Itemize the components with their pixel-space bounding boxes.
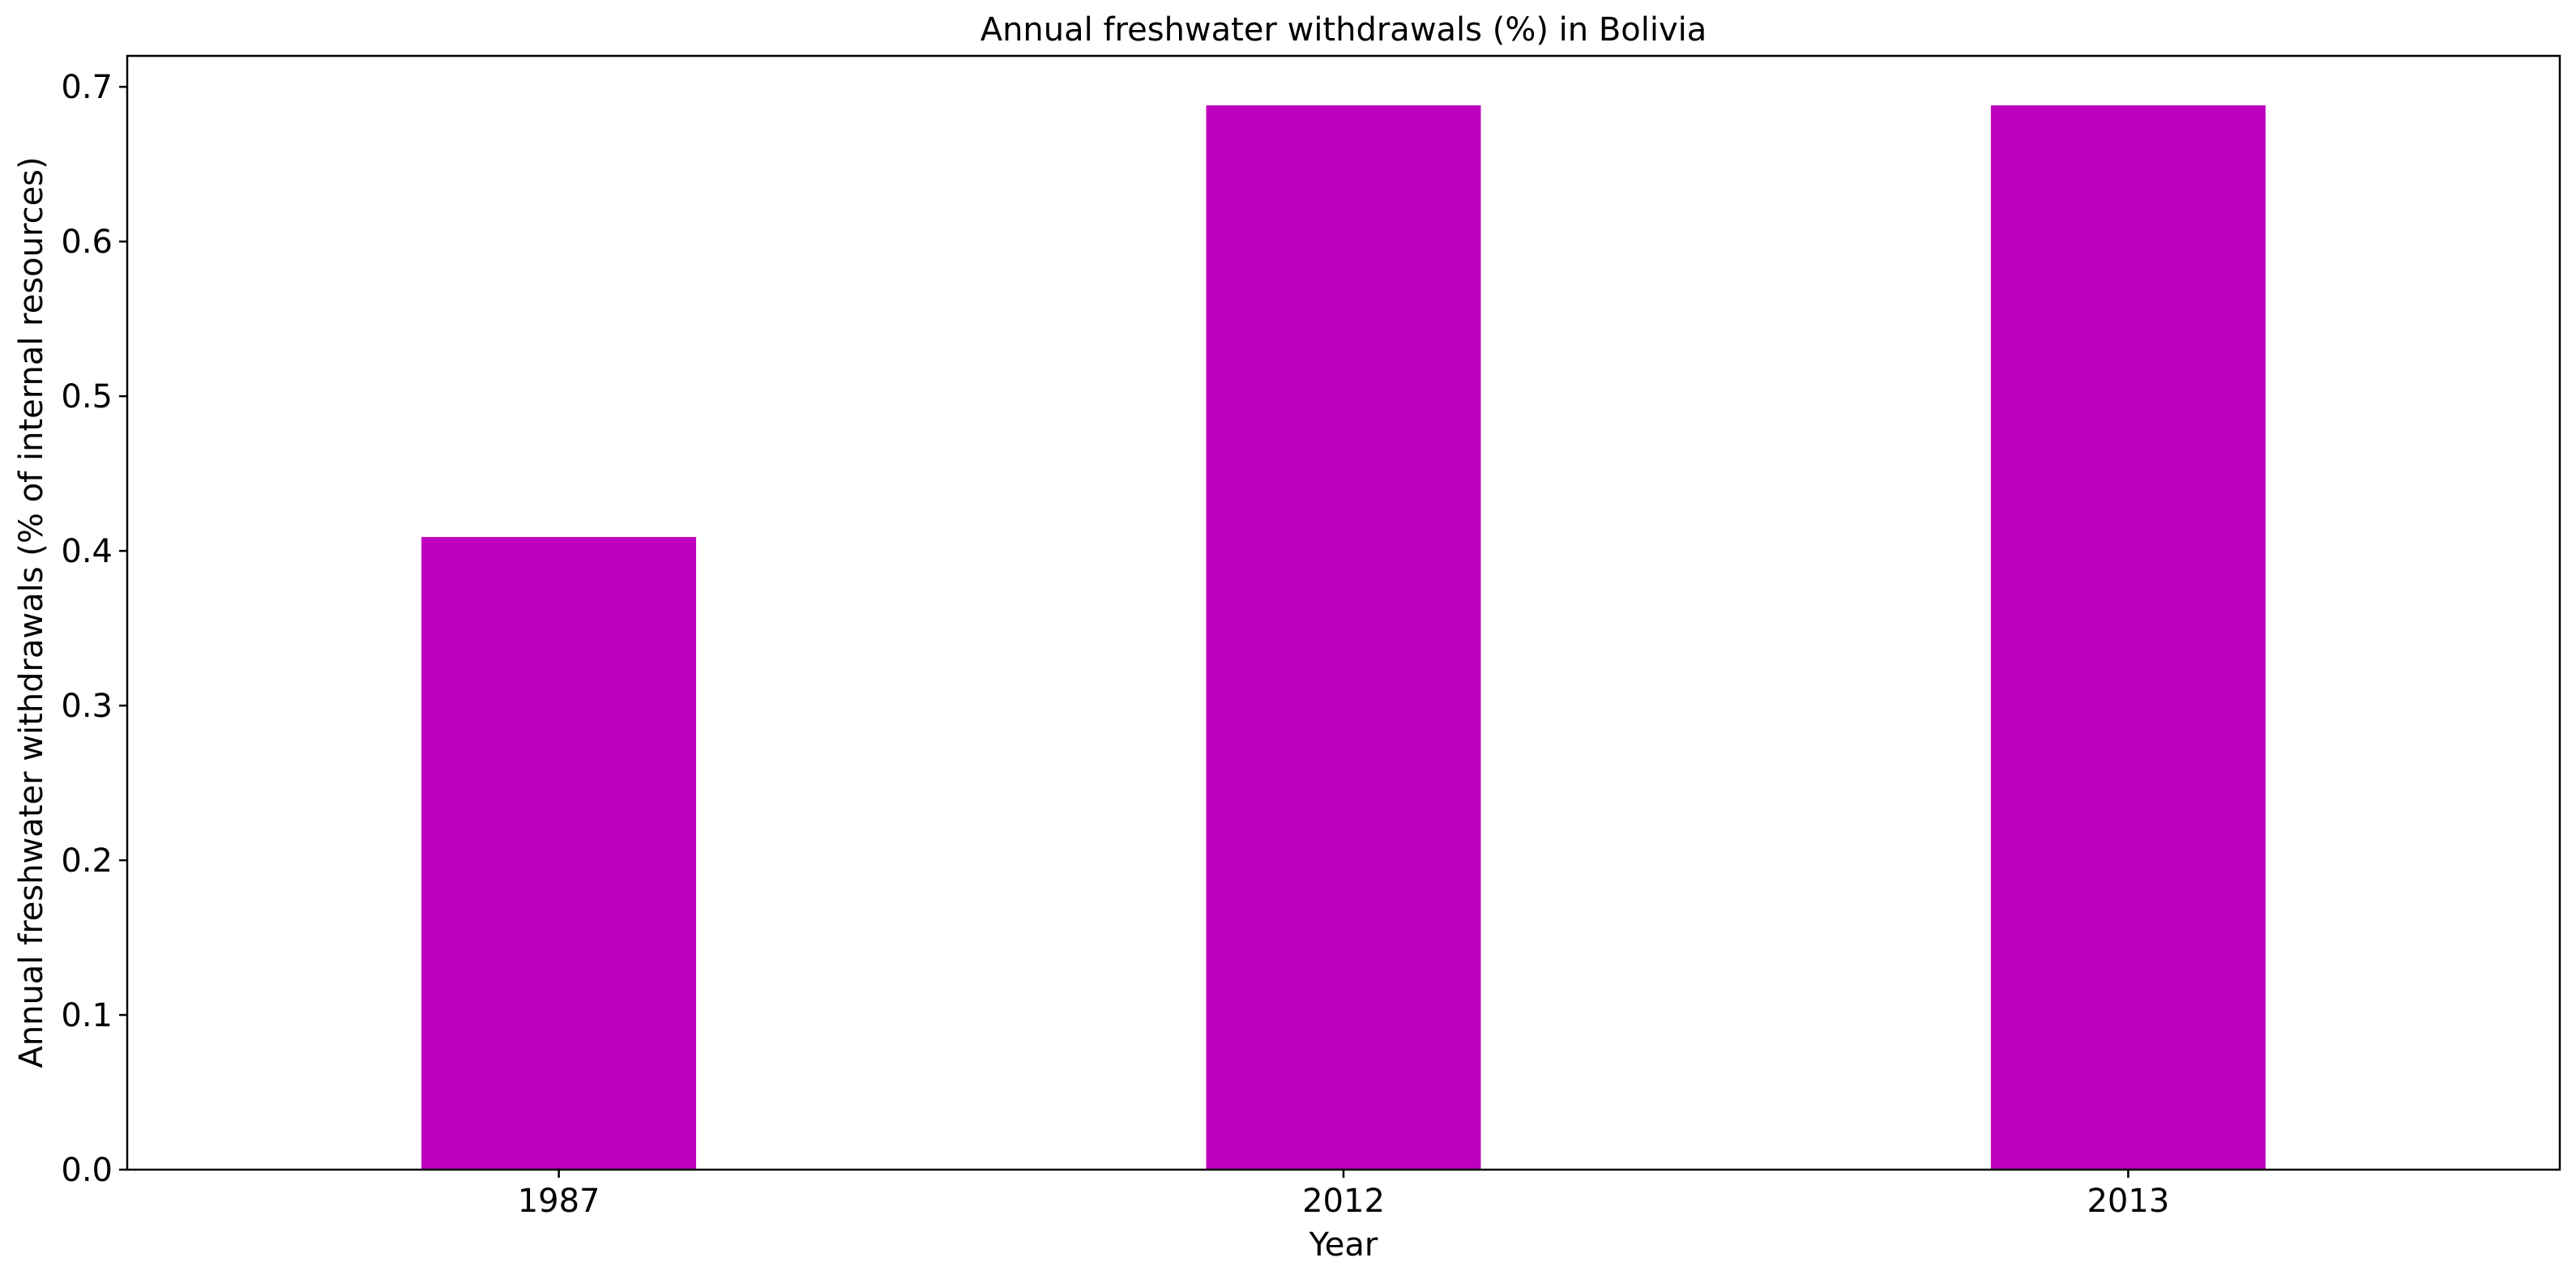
x-tick-label: 1987 — [518, 1183, 600, 1220]
x-axis-ticks: 1987 2012 2013 — [518, 1170, 2169, 1220]
bar-2012 — [1206, 105, 1481, 1170]
x-tick-label: 2012 — [1302, 1183, 1385, 1220]
bar-1987 — [421, 536, 697, 1170]
y-tick-label: 0.5 — [61, 378, 113, 416]
x-axis-label: Year — [1309, 1226, 1378, 1264]
y-tick-label: 0.6 — [61, 224, 113, 261]
bars-group — [421, 105, 2266, 1170]
y-tick-label: 0.0 — [61, 1152, 113, 1189]
y-tick-label: 0.7 — [61, 69, 113, 106]
y-tick-label: 0.3 — [61, 688, 113, 725]
x-tick-label: 2013 — [2087, 1183, 2169, 1220]
y-tick-label: 0.4 — [61, 533, 113, 570]
y-tick-label: 0.2 — [61, 842, 113, 880]
bar-2013 — [1990, 105, 2266, 1170]
y-axis-label: Annual freshwater withdrawals (% of inte… — [13, 156, 50, 1068]
chart-title: Annual freshwater withdrawals (%) in Bol… — [980, 11, 1707, 49]
y-tick-label: 0.1 — [61, 997, 113, 1034]
y-axis-ticks: 0.0 0.1 0.2 0.3 0.4 0.5 0.6 0.7 — [61, 69, 127, 1189]
